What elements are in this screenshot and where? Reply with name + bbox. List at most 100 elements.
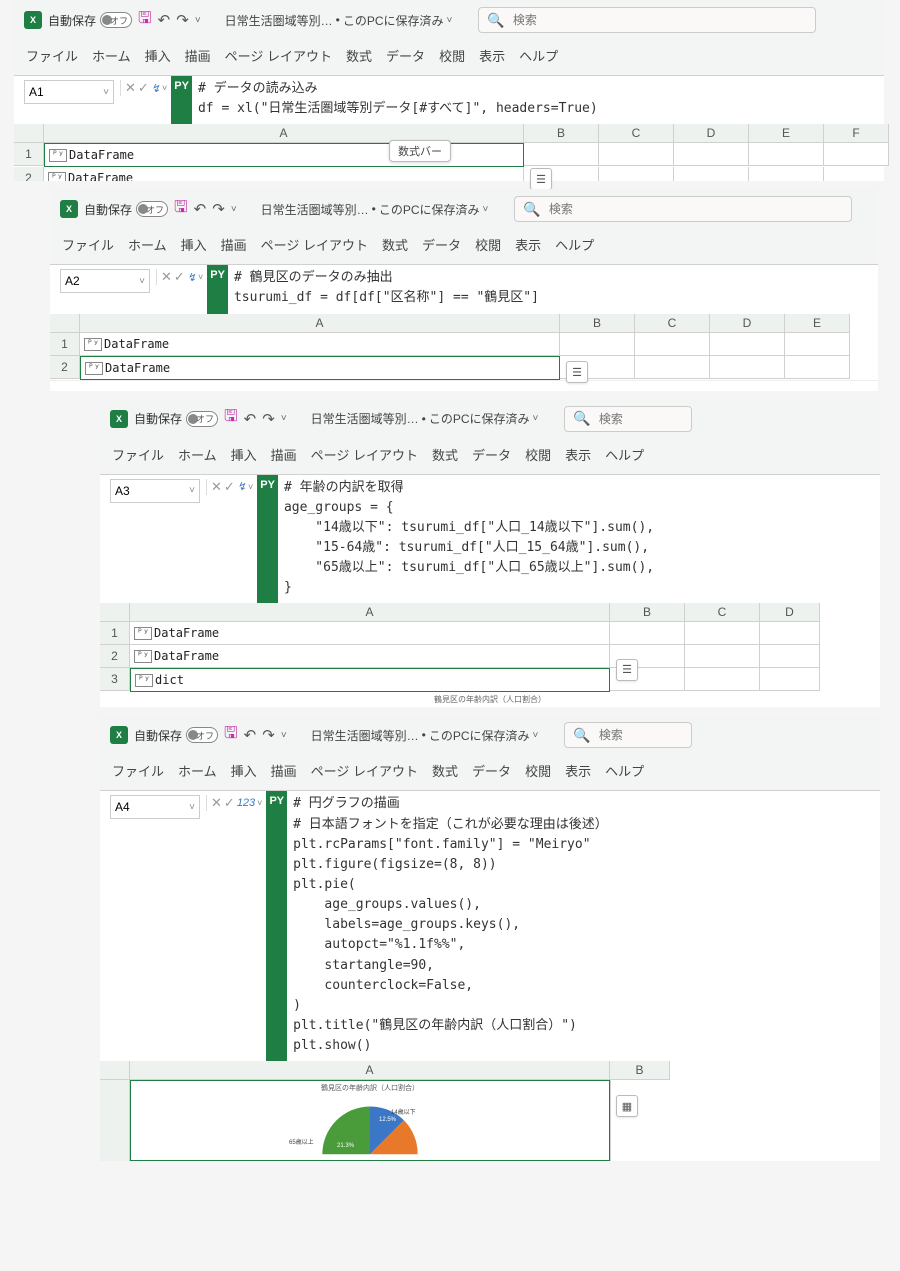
- col-header[interactable]: F: [824, 124, 889, 143]
- code-area[interactable]: # 円グラフの描画 # 日本語フォントを指定（これが必要な理由は後述） plt.…: [287, 791, 880, 1061]
- save-icon[interactable]: 🖫: [224, 405, 238, 432]
- col-header[interactable]: D: [710, 314, 785, 333]
- save-icon[interactable]: 🖫: [174, 196, 188, 223]
- col-header[interactable]: B: [610, 603, 685, 622]
- search-input[interactable]: [547, 201, 844, 217]
- search-input[interactable]: [511, 12, 808, 28]
- undo-icon[interactable]: ↶: [244, 726, 257, 744]
- col-header[interactable]: A: [80, 314, 560, 333]
- save-icon[interactable]: 🖫: [224, 722, 238, 749]
- fx-icon[interactable]: ↯: [237, 480, 246, 493]
- col-header[interactable]: D: [674, 124, 749, 143]
- name-box[interactable]: A2˅: [60, 269, 150, 293]
- redo-icon[interactable]: ↷: [176, 11, 189, 29]
- confirm-icon[interactable]: ✓: [224, 795, 235, 811]
- row-header[interactable]: 2: [14, 167, 44, 181]
- tab-file[interactable]: ファイル: [26, 46, 78, 65]
- search-input[interactable]: [597, 727, 756, 743]
- qat-dropdown-icon[interactable]: ˅: [231, 204, 237, 215]
- cell[interactable]: ᴾʸDataFrame: [130, 622, 610, 645]
- autosave-toggle[interactable]: 自動保存 オフ: [48, 12, 132, 29]
- col-header[interactable]: C: [599, 124, 674, 143]
- cell[interactable]: [824, 143, 889, 166]
- cell[interactable]: [524, 143, 599, 166]
- search-icon: 🔍: [573, 410, 590, 427]
- cell[interactable]: [674, 143, 749, 166]
- cell[interactable]: ᴾʸDataFrame: [44, 167, 524, 181]
- tab-insert[interactable]: 挿入: [145, 46, 171, 65]
- name-box[interactable]: A3˅: [110, 479, 200, 503]
- cancel-icon[interactable]: ✕: [161, 269, 172, 285]
- code-area[interactable]: # データの読み込み df = xl("日常生活圏域等別データ[#すべて]", …: [192, 76, 884, 124]
- col-header[interactable]: B: [560, 314, 635, 333]
- insert-options-icon[interactable]: ☰: [616, 659, 638, 681]
- name-box[interactable]: A1˅: [24, 80, 114, 104]
- confirm-icon[interactable]: ✓: [224, 479, 235, 495]
- cancel-icon[interactable]: ✕: [211, 479, 222, 495]
- chart-options-icon[interactable]: ▦: [616, 1095, 638, 1117]
- autosave-toggle[interactable]: 自動保存オフ: [134, 727, 218, 744]
- col-header[interactable]: B: [524, 124, 599, 143]
- search-box[interactable]: 🔍: [514, 196, 852, 222]
- cell[interactable]: ᴾʸdict: [130, 668, 610, 692]
- tab-home[interactable]: ホーム: [92, 46, 131, 65]
- redo-icon[interactable]: ↷: [212, 200, 225, 218]
- filename: 日常生活圏域等別… • このPCに保存済み ˅: [225, 12, 453, 29]
- tab-formulas[interactable]: 数式: [346, 46, 372, 65]
- col-header[interactable]: B: [610, 1061, 670, 1080]
- confirm-icon[interactable]: ✓: [174, 269, 185, 285]
- select-all-corner[interactable]: [14, 124, 44, 143]
- fx-icon[interactable]: 123: [237, 797, 255, 809]
- undo-icon[interactable]: ↶: [244, 410, 257, 428]
- code-area[interactable]: # 年齢の内訳を取得 age_groups = { "14歳以下": tsuru…: [278, 475, 880, 604]
- name-box[interactable]: A4˅: [110, 795, 200, 819]
- col-header[interactable]: E: [749, 124, 824, 143]
- search-input[interactable]: [597, 411, 756, 427]
- col-header[interactable]: A: [44, 124, 524, 143]
- col-header[interactable]: C: [635, 314, 710, 333]
- autosave-toggle[interactable]: 自動保存オフ: [134, 410, 218, 427]
- tab-review[interactable]: 校閲: [439, 46, 465, 65]
- undo-icon[interactable]: ↶: [194, 200, 207, 218]
- tab-data[interactable]: データ: [386, 46, 425, 65]
- undo-icon[interactable]: ↶: [158, 11, 171, 29]
- col-header[interactable]: D: [760, 603, 820, 622]
- insert-options-icon[interactable]: ☰: [566, 361, 588, 383]
- fx-icon[interactable]: ↯: [187, 271, 196, 284]
- autosave-toggle[interactable]: 自動保存 オフ: [84, 201, 168, 218]
- col-header[interactable]: E: [785, 314, 850, 333]
- col-header[interactable]: C: [685, 603, 760, 622]
- tab-help[interactable]: ヘルプ: [519, 46, 558, 65]
- redo-icon[interactable]: ↷: [262, 726, 275, 744]
- tab-layout[interactable]: ページ レイアウト: [225, 46, 332, 65]
- code-area[interactable]: # 鶴見区のデータのみ抽出 tsurumi_df = df[df["区名称"] …: [228, 265, 878, 313]
- cancel-icon[interactable]: ✕: [125, 80, 136, 96]
- cell[interactable]: ᴾʸDataFrame: [44, 143, 524, 167]
- redo-icon[interactable]: ↷: [262, 410, 275, 428]
- search-box[interactable]: 🔍: [564, 406, 692, 432]
- row-header[interactable]: 2: [100, 645, 130, 668]
- insert-options-icon[interactable]: ☰: [530, 168, 552, 190]
- tab-draw[interactable]: 描画: [185, 46, 211, 65]
- row-header[interactable]: 1: [100, 622, 130, 645]
- cell[interactable]: ᴾʸDataFrame: [130, 645, 610, 668]
- cell[interactable]: ᴾʸDataFrame: [80, 333, 560, 356]
- fx-icon[interactable]: ↯: [151, 82, 160, 95]
- search-box[interactable]: 🔍: [564, 722, 692, 748]
- cell[interactable]: [599, 143, 674, 166]
- cell[interactable]: [749, 143, 824, 166]
- qat-dropdown-icon[interactable]: ˅: [195, 15, 201, 26]
- cancel-icon[interactable]: ✕: [211, 795, 222, 811]
- confirm-icon[interactable]: ✓: [138, 80, 149, 96]
- col-header[interactable]: A: [130, 603, 610, 622]
- cell[interactable]: ᴾʸDataFrame: [80, 356, 560, 380]
- row-header[interactable]: 2: [50, 356, 80, 379]
- row-header[interactable]: 3: [100, 668, 130, 691]
- row-header[interactable]: 1: [14, 143, 44, 166]
- row-header[interactable]: 1: [50, 333, 80, 356]
- col-header[interactable]: A: [130, 1061, 610, 1080]
- save-icon[interactable]: 🖫: [138, 7, 152, 34]
- autosave-label: 自動保存: [48, 12, 96, 29]
- tab-view[interactable]: 表示: [479, 46, 505, 65]
- search-box[interactable]: 🔍: [478, 7, 816, 33]
